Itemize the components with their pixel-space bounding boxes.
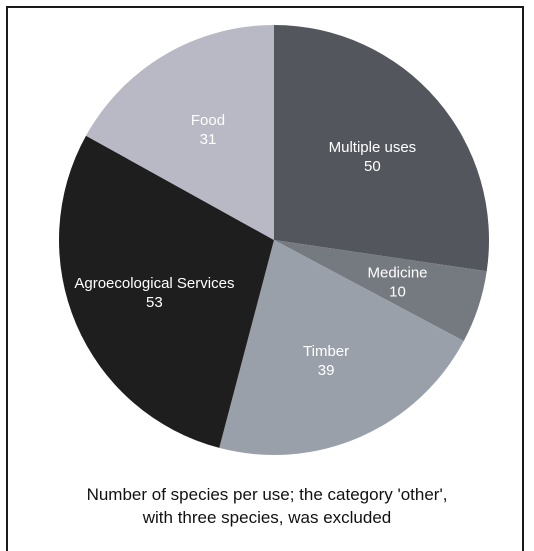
- slice-label-medicine: Medicine: [367, 265, 427, 282]
- caption-line-2: with three species, was excluded: [142, 508, 392, 527]
- pie-slice-multiple-uses: [274, 25, 490, 272]
- slice-label-multiple-uses: Multiple uses: [329, 139, 417, 156]
- pie-slice-agroecological-services: [59, 135, 274, 448]
- slice-label-timber: Timber: [303, 343, 349, 360]
- slice-value-multiple-uses: 50: [364, 158, 381, 175]
- slice-value-timber: 39: [318, 362, 335, 379]
- slice-value-food: 31: [200, 131, 217, 148]
- figure-caption: Number of species per use; the category …: [6, 483, 528, 529]
- slice-label-agroecological-services: Agroecological Services: [74, 275, 234, 292]
- caption-line-1: Number of species per use; the category …: [86, 485, 448, 504]
- pie-chart: Multiple uses 50 Medicine 10 Timber 39 Agroeco…: [59, 25, 490, 455]
- slice-value-agroecological-services: 53: [146, 294, 163, 311]
- slice-value-medicine: 10: [389, 284, 406, 301]
- pie-slice-timber: [219, 240, 464, 455]
- pie-slice-medicine: [274, 240, 487, 342]
- slice-label-food: Food: [191, 112, 225, 129]
- pie-slice-food: [85, 25, 275, 240]
